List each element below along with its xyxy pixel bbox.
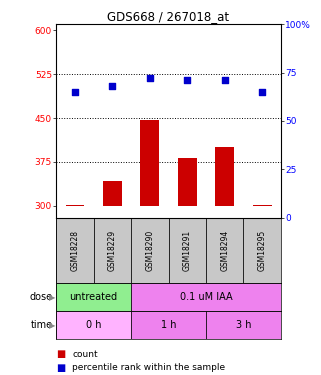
- Bar: [169, 217, 206, 283]
- Text: percentile rank within the sample: percentile rank within the sample: [72, 363, 225, 372]
- Bar: [56, 311, 131, 339]
- Text: untreated: untreated: [70, 292, 118, 302]
- Text: time: time: [31, 320, 53, 330]
- Text: count: count: [72, 350, 98, 359]
- Title: GDS668 / 267018_at: GDS668 / 267018_at: [108, 10, 230, 23]
- Text: 1 h: 1 h: [161, 320, 176, 330]
- Bar: [243, 217, 281, 283]
- Text: 0.1 uM IAA: 0.1 uM IAA: [180, 292, 232, 302]
- Text: GSM18229: GSM18229: [108, 230, 117, 271]
- Bar: [131, 311, 206, 339]
- Bar: [94, 217, 131, 283]
- Point: [185, 77, 190, 83]
- Point: [72, 89, 77, 95]
- Text: ■: ■: [56, 363, 65, 372]
- Bar: [56, 283, 131, 311]
- Text: GSM18290: GSM18290: [145, 230, 154, 271]
- Text: ▶: ▶: [49, 292, 56, 302]
- Bar: [253, 205, 272, 206]
- Bar: [215, 147, 234, 206]
- Point: [222, 77, 227, 83]
- Text: 0 h: 0 h: [86, 320, 101, 330]
- Bar: [103, 181, 122, 206]
- Bar: [65, 205, 84, 206]
- Text: GSM18291: GSM18291: [183, 230, 192, 271]
- Bar: [141, 120, 159, 206]
- Point: [147, 75, 152, 81]
- Text: GSM18295: GSM18295: [258, 230, 267, 271]
- Text: 3 h: 3 h: [236, 320, 251, 330]
- Bar: [206, 311, 281, 339]
- Point: [260, 89, 265, 95]
- Bar: [56, 217, 94, 283]
- Text: ▶: ▶: [49, 321, 56, 330]
- Bar: [206, 217, 243, 283]
- Bar: [131, 283, 281, 311]
- Text: dose: dose: [30, 292, 53, 302]
- Bar: [178, 158, 196, 206]
- Text: GSM18228: GSM18228: [70, 230, 79, 271]
- Bar: [131, 217, 169, 283]
- Text: ■: ■: [56, 350, 65, 359]
- Point: [110, 83, 115, 89]
- Text: GSM18294: GSM18294: [220, 230, 229, 271]
